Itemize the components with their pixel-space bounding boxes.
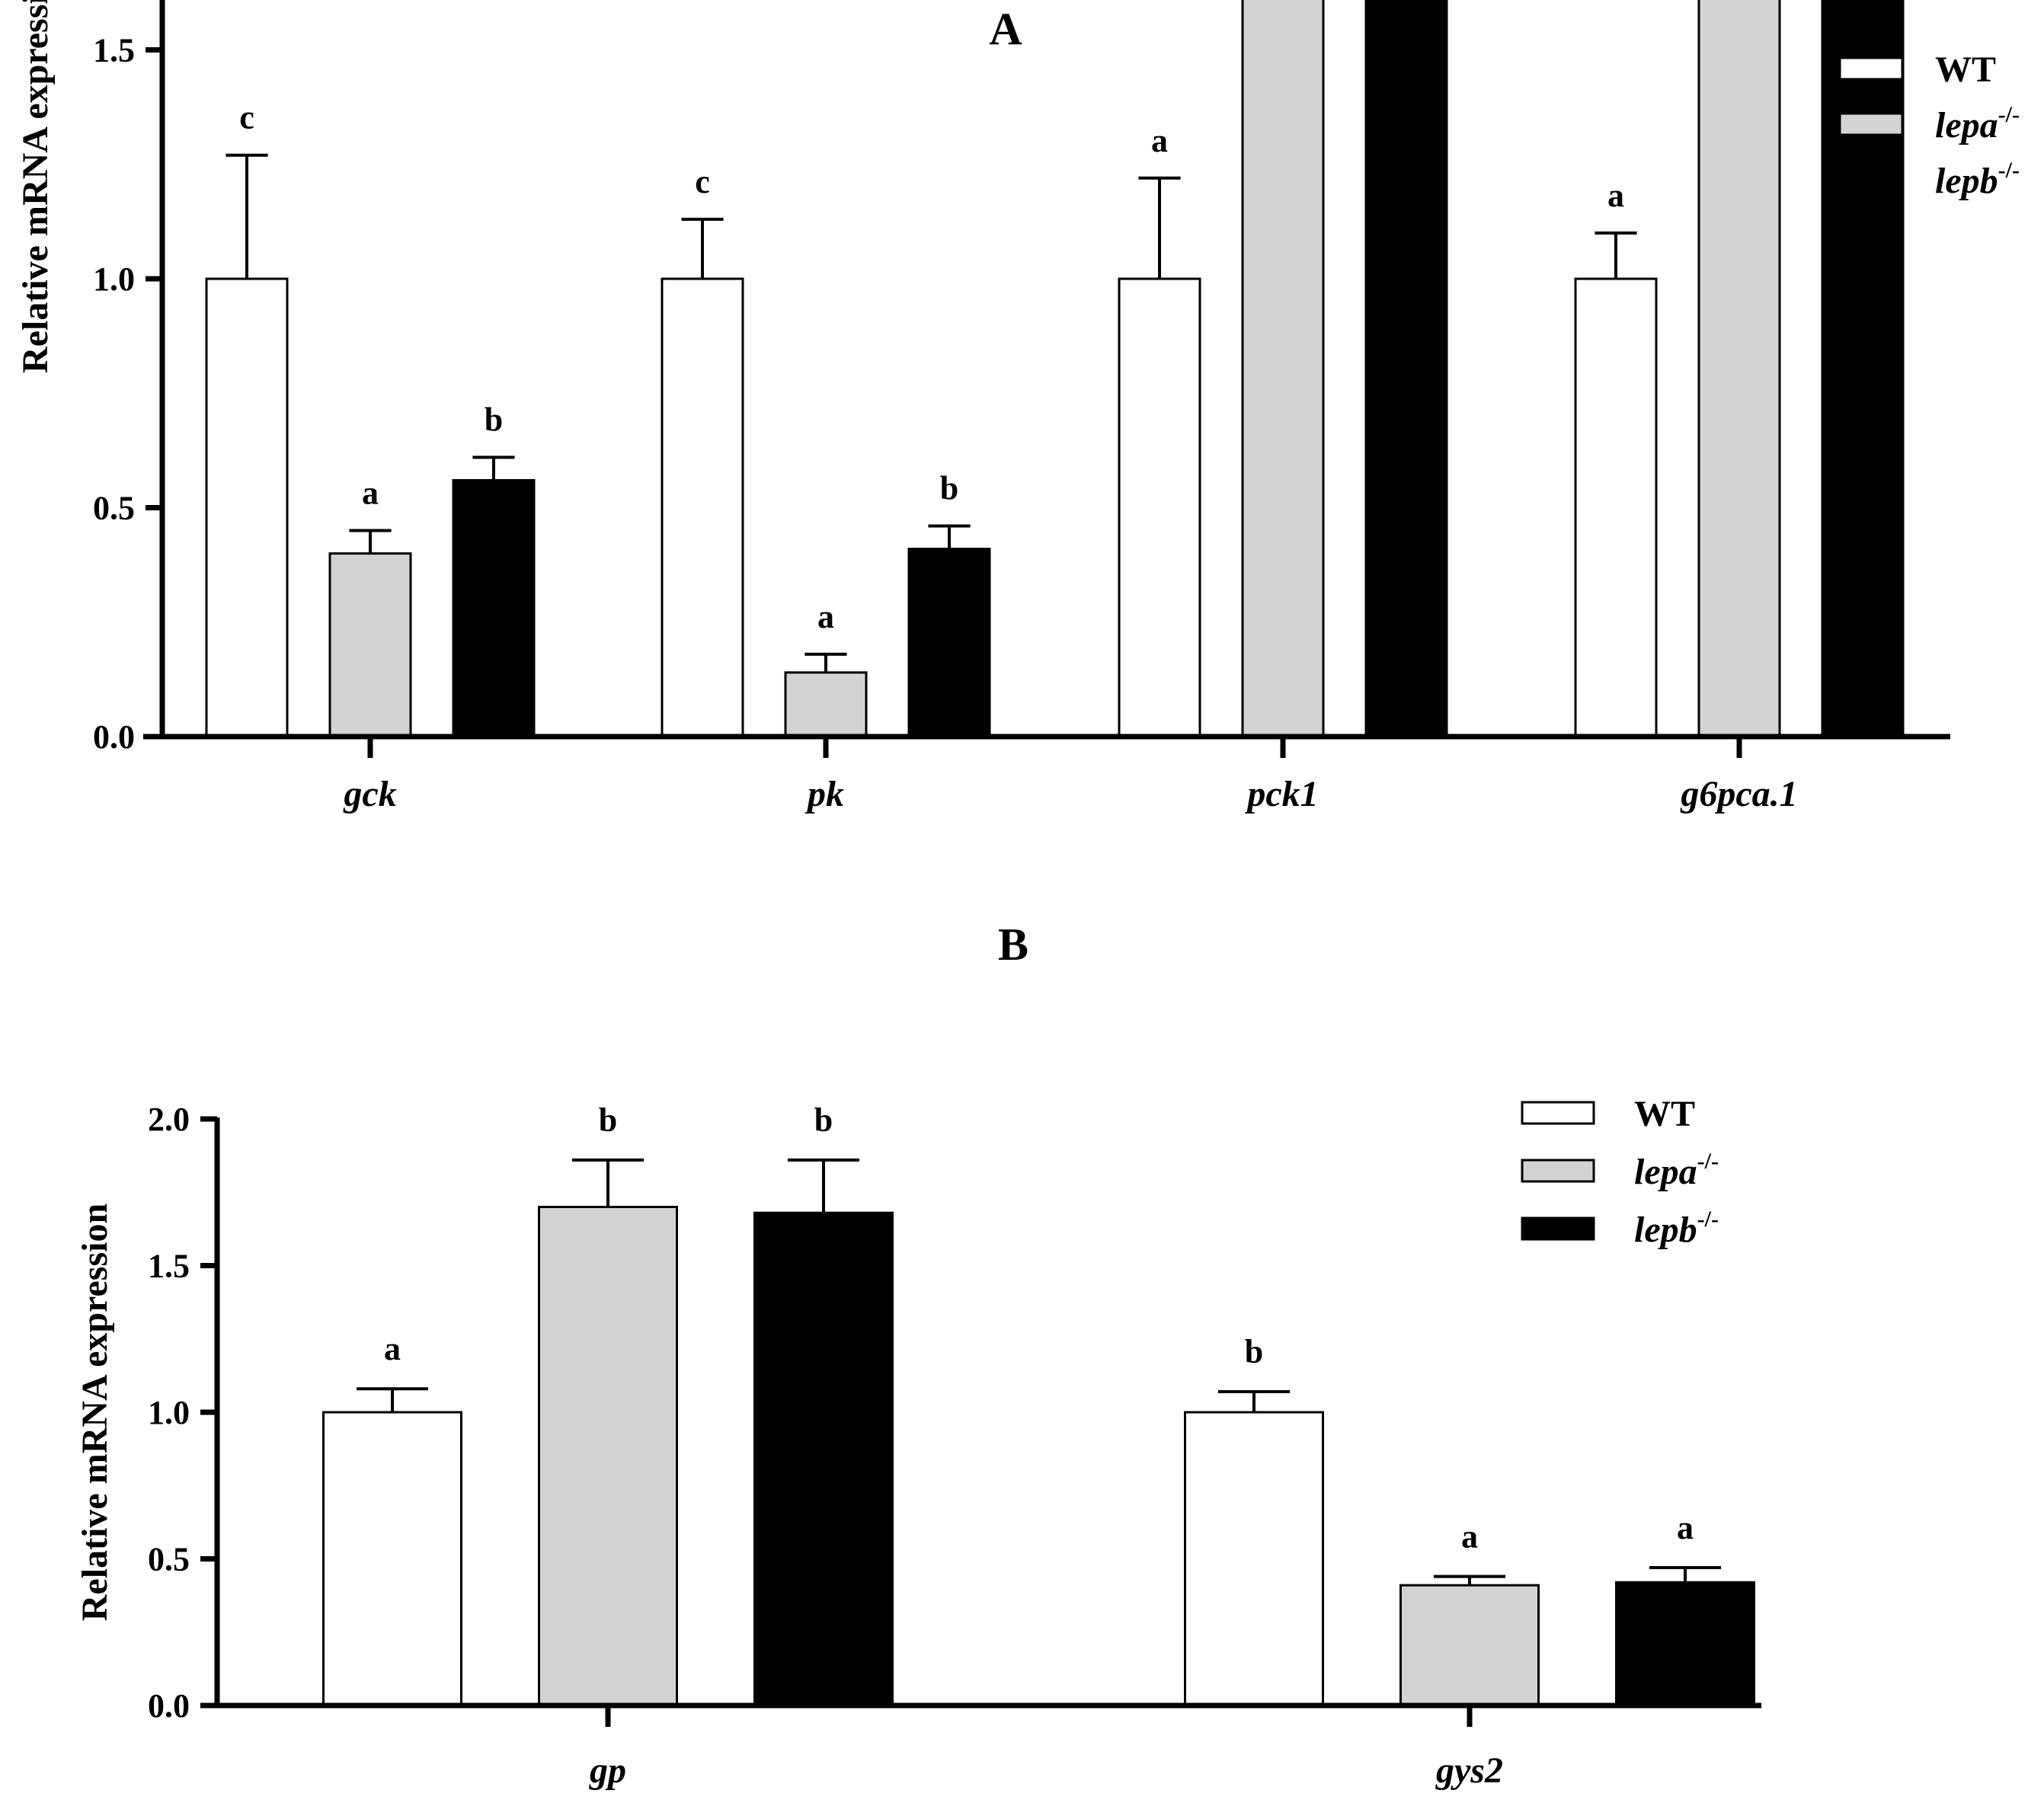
bar-WT-gck [205,277,289,738]
significance-label: a [1461,1518,1478,1555]
x-category-label-gck: gck [343,774,396,814]
bar-lepa-gp [538,1206,678,1707]
legend-label-lepb: lepb-/- [1935,158,2020,201]
significance-label: a [1677,1509,1694,1546]
legend-swatch-lepa [1838,112,1904,136]
bar-lepb-gys2 [1615,1581,1755,1707]
x-category-label-gys2: gys2 [1435,1750,1503,1791]
legend-swatch-WT [1521,1101,1595,1125]
bar-WT-pck1 [1118,277,1201,738]
y-tick-label: 1.0 [93,261,135,298]
bar-WT-gys2 [1184,1411,1324,1707]
y-axis-title: Relative mRNA expression [75,1204,115,1621]
y-tick-label: 0.0 [93,718,135,756]
significance-label: a [817,598,834,635]
bar-lepa-pk [784,671,868,738]
legend-swatch-lepb [1838,168,1904,192]
panel-title-b: B [998,919,1028,970]
legend-label-WT: WT [1935,50,1996,90]
bar-lepb-g6pca-1 [1821,0,1905,738]
bar-lepa-pck1 [1241,0,1325,738]
significance-label: a [1151,122,1168,159]
x-category-label-pk: pk [804,774,844,814]
x-category-label-pck1: pck1 [1244,774,1318,814]
bar-lepb-pck1 [1364,0,1448,738]
bar-lepa-gck [328,552,412,738]
y-axis-title: Relative mRNA expression [15,0,56,373]
bar-WT-pk [661,277,744,738]
bar-lepa-g6pca-1 [1697,0,1781,738]
significance-label: b [814,1101,833,1139]
x-category-label-gp: gp [589,1750,626,1791]
significance-label: a [1607,177,1624,214]
legend-swatch-lepb [1521,1216,1595,1241]
bar-lepb-pk [907,548,991,738]
chart-panel-b: B Relative mRNA expression 0.0 0.5 1.0 1.5 2.0… [75,919,1761,1791]
y-tick-label: 1.5 [148,1248,190,1285]
significance-label: b [599,1101,617,1139]
bar-lepa-gys2 [1399,1584,1540,1707]
significance-label: b [485,401,503,438]
y-tick-label: 1.0 [148,1394,190,1431]
legend-label-lepa: lepa-/- [1935,102,2020,145]
significance-label: c [695,163,710,200]
y-tick-label: 2.0 [148,1101,190,1138]
bar-WT-gp [322,1411,462,1707]
significance-label: a [384,1330,401,1367]
legend-label-WT: WT [1634,1094,1695,1134]
y-tick-label: 1.5 [93,32,135,69]
significance-label: c [239,99,254,136]
y-tick-label: 0.5 [148,1541,190,1578]
significance-label: b [1245,1333,1263,1370]
legend-label-lepa: lepa-/- [1634,1149,1719,1192]
panel-title-a: A [989,4,1022,54]
legend-swatch-lepa [1521,1159,1595,1183]
y-tick-label: 0.5 [93,490,135,527]
bar-lepb-gp [753,1211,894,1707]
y-tick-label: 0.0 [148,1687,190,1725]
significance-label: a [362,475,379,512]
x-category-label-g6pca-1: g6pca.1 [1680,774,1797,814]
legend-label-lepb: lepb-/- [1634,1207,1719,1250]
legend-swatch-WT [1838,56,1904,81]
significance-label: b [940,470,958,507]
bar-WT-g6pca-1 [1574,277,1658,738]
bar-lepb-gck [452,478,536,738]
